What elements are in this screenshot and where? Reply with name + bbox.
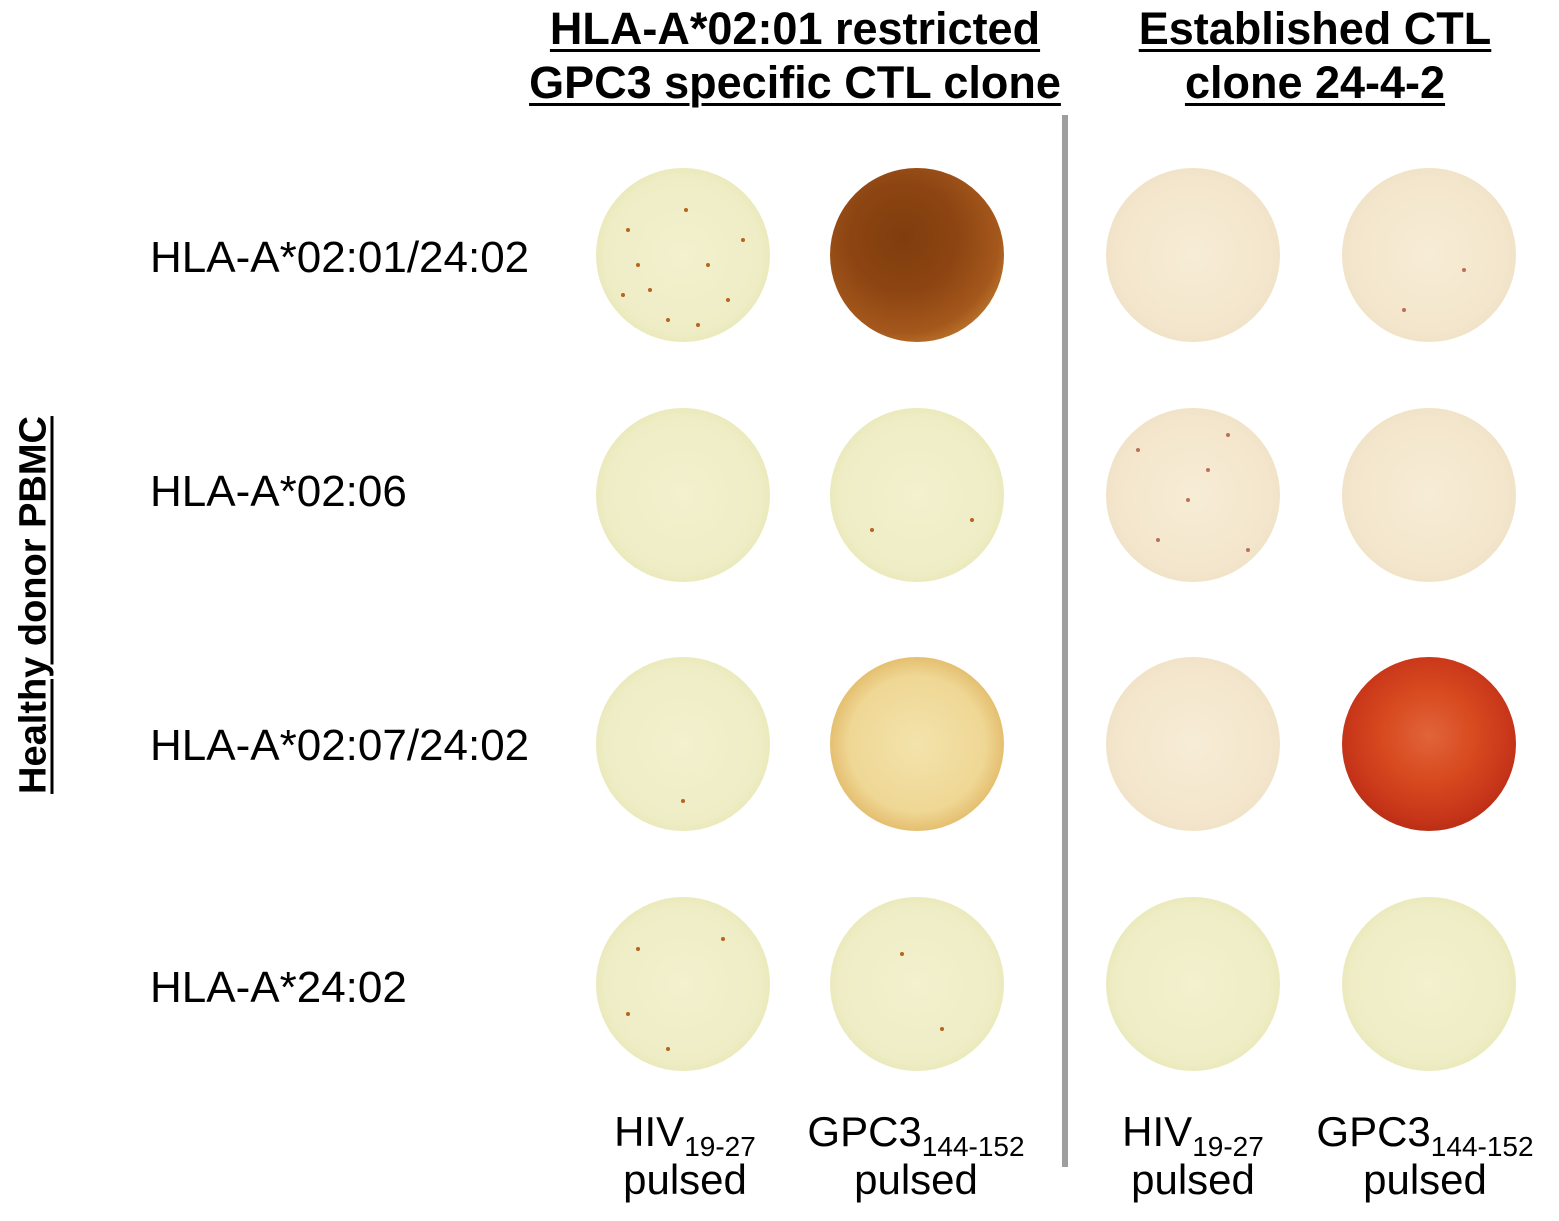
col-label-2: GPC3144-152 pulsed bbox=[807, 1108, 1025, 1203]
well-r3-c3 bbox=[1106, 657, 1280, 831]
well-r2-c2 bbox=[830, 408, 1004, 582]
row-label-1: HLA-A*02:01/24:02 bbox=[150, 233, 530, 282]
well-r4-c2 bbox=[830, 897, 1004, 1071]
row-label-2: HLA-A*02:06 bbox=[150, 467, 407, 516]
header-gpc3-ctl-clone: HLA-A*02:01 restricted GPC3 specific CTL… bbox=[505, 2, 1085, 110]
col-label-1: HIV19-27 pulsed bbox=[614, 1108, 756, 1203]
panel-divider bbox=[1062, 115, 1068, 1167]
well-r2-c1 bbox=[596, 408, 770, 582]
well-r1-c3 bbox=[1106, 168, 1280, 342]
side-label-healthy-donor: Healthy donor PBMC bbox=[12, 416, 55, 794]
col-label-4: GPC3144-152 pulsed bbox=[1316, 1108, 1534, 1203]
header-left-line2: GPC3 specific CTL clone bbox=[529, 57, 1061, 108]
well-r3-c1 bbox=[596, 657, 770, 831]
header-right-line1: Established CTL bbox=[1138, 3, 1492, 54]
well-r1-c2 bbox=[830, 168, 1004, 342]
well-r3-c2 bbox=[830, 657, 1004, 831]
well-r2-c3 bbox=[1106, 408, 1280, 582]
col-label-3: HIV19-27 pulsed bbox=[1122, 1108, 1264, 1203]
header-established-ctl-clone: Established CTL clone 24-4-2 bbox=[1105, 2, 1525, 110]
well-r4-c3 bbox=[1106, 897, 1280, 1071]
well-r1-c4 bbox=[1342, 168, 1516, 342]
well-r2-c4 bbox=[1342, 408, 1516, 582]
well-r3-c4 bbox=[1342, 657, 1516, 831]
header-left-line1: HLA-A*02:01 restricted bbox=[549, 3, 1041, 54]
well-r1-c1 bbox=[596, 168, 770, 342]
header-right-line2: clone 24-4-2 bbox=[1184, 57, 1446, 108]
row-label-4: HLA-A*24:02 bbox=[150, 963, 407, 1012]
row-label-3: HLA-A*02:07/24:02 bbox=[150, 721, 530, 770]
well-r4-c1 bbox=[596, 897, 770, 1071]
well-r4-c4 bbox=[1342, 897, 1516, 1071]
